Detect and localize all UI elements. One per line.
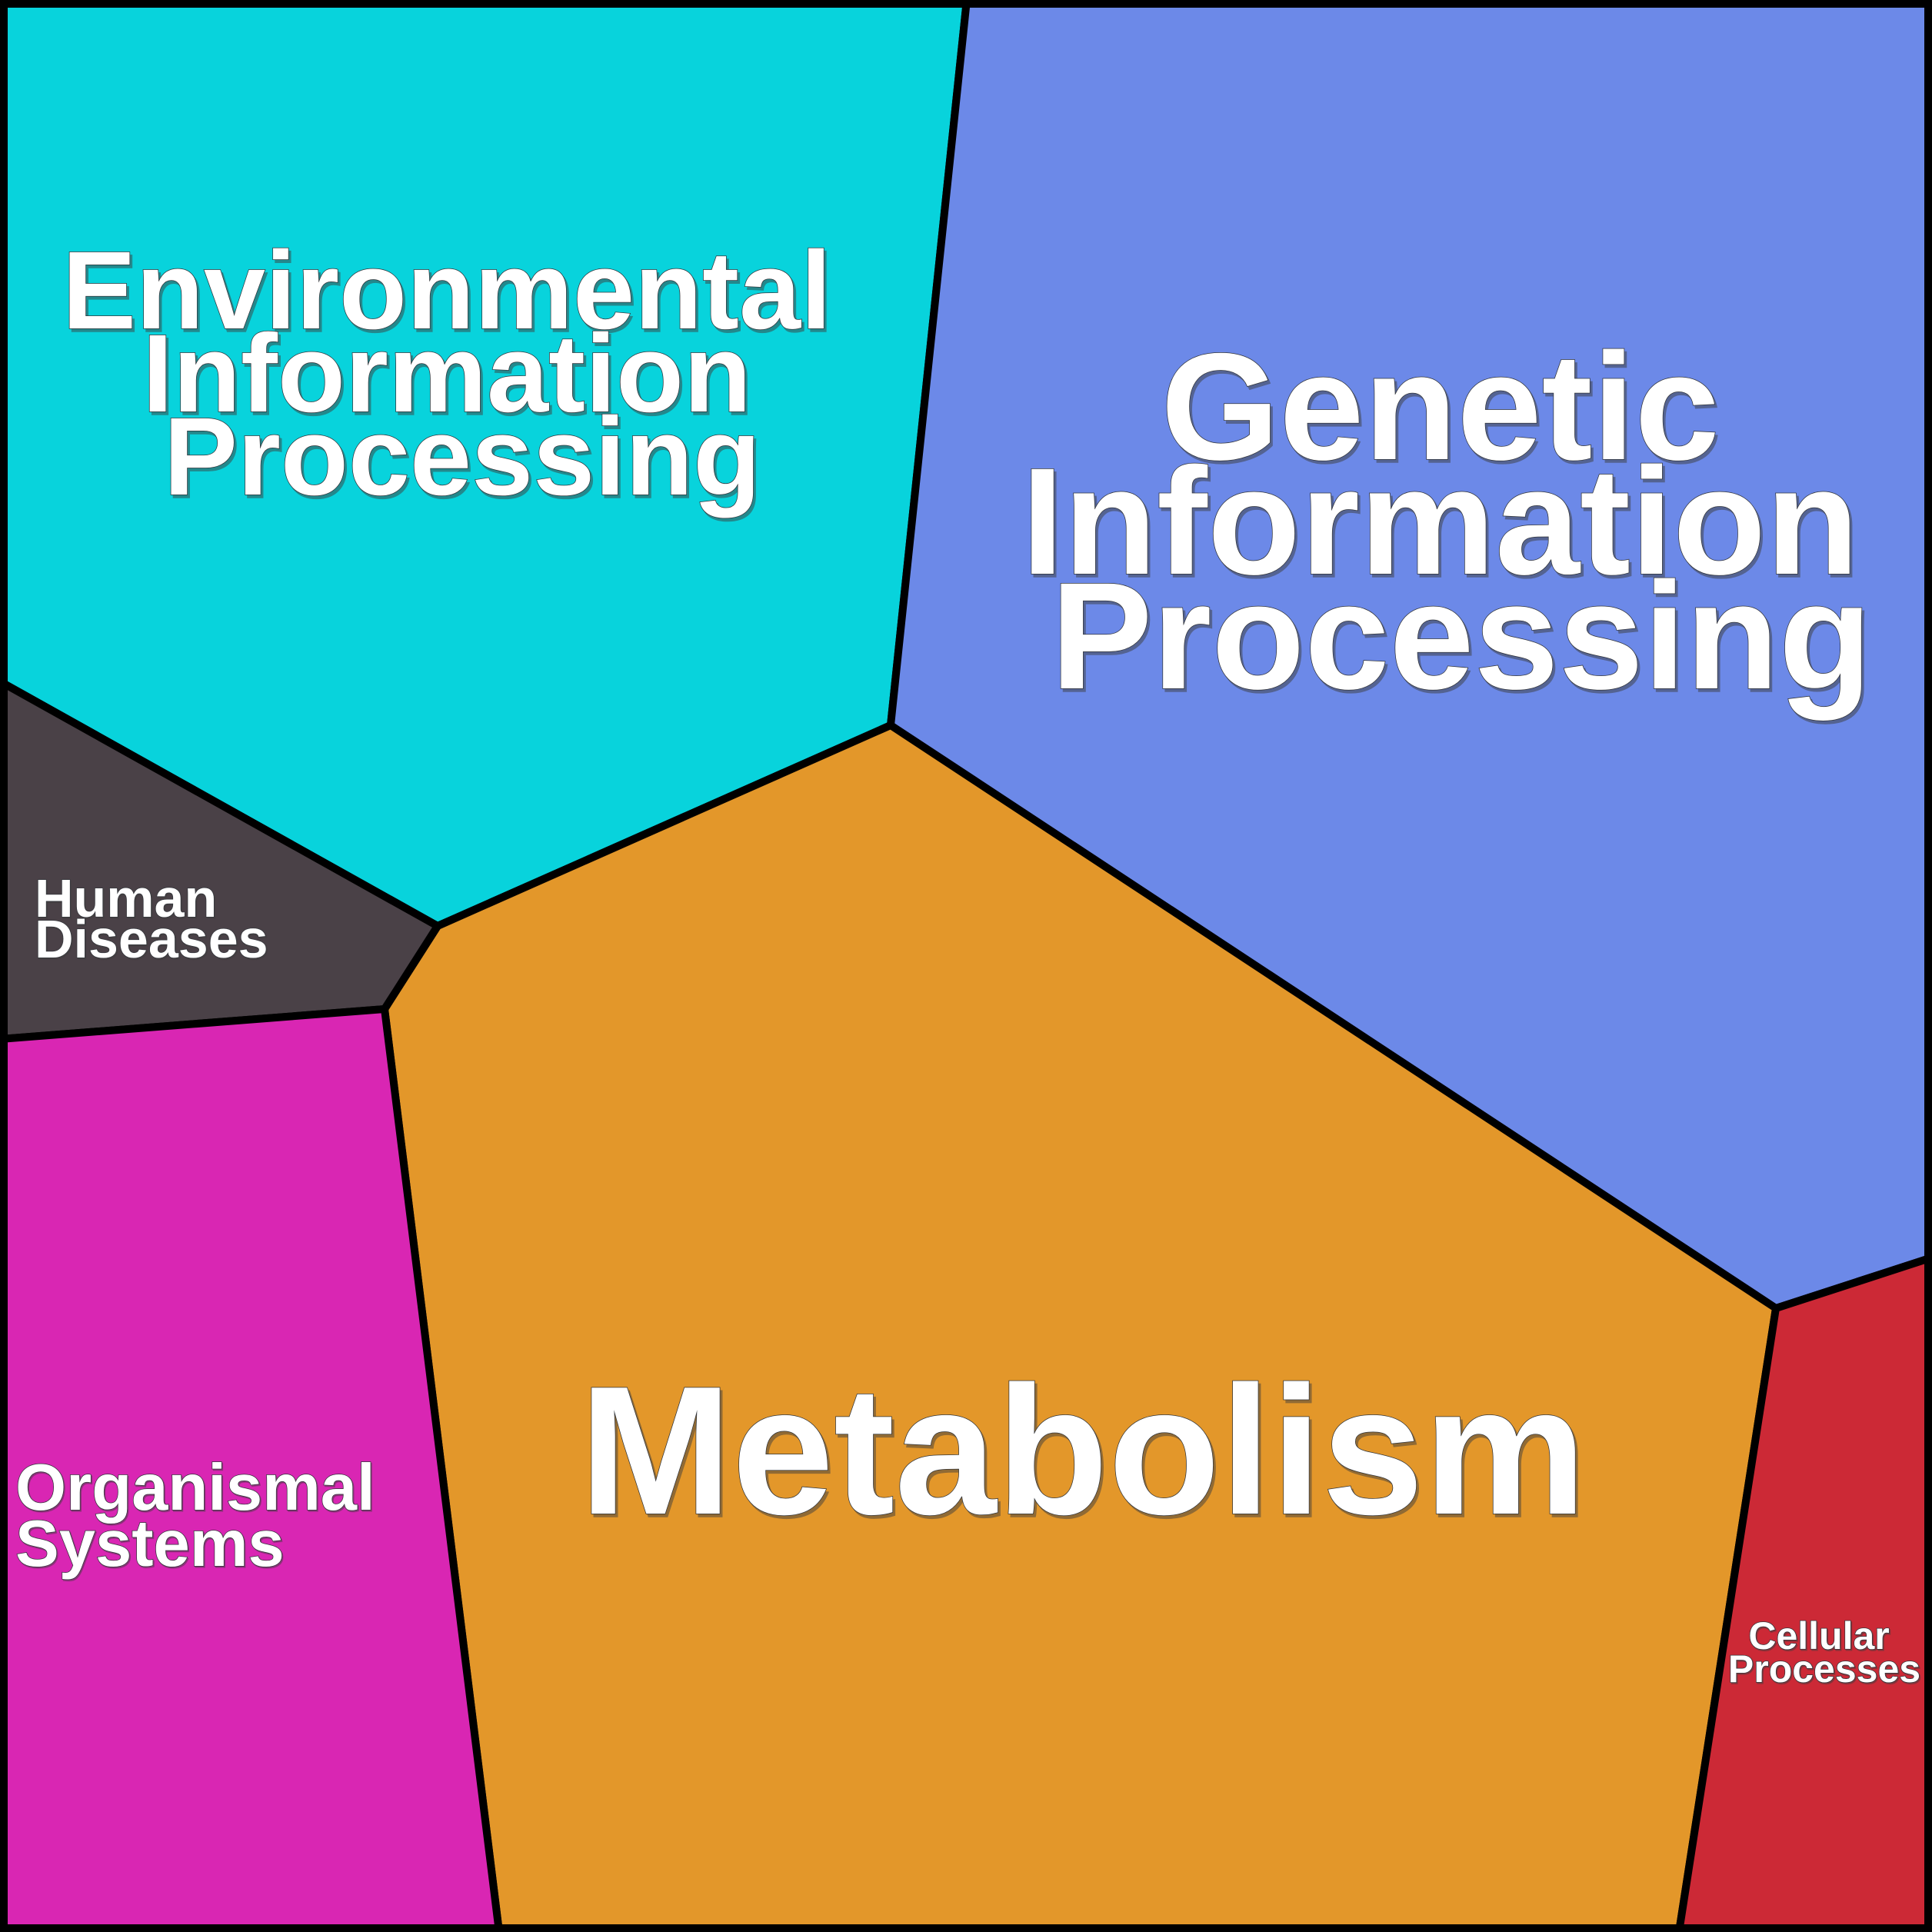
svg-text:Environmental Information: Environmental Information Processing — [62, 228, 862, 518]
svg-text:Metabolism: Metabolism — [579, 1349, 1586, 1553]
svg-text:Cellular Processes: Cellular Processes — [1728, 1614, 1920, 1690]
